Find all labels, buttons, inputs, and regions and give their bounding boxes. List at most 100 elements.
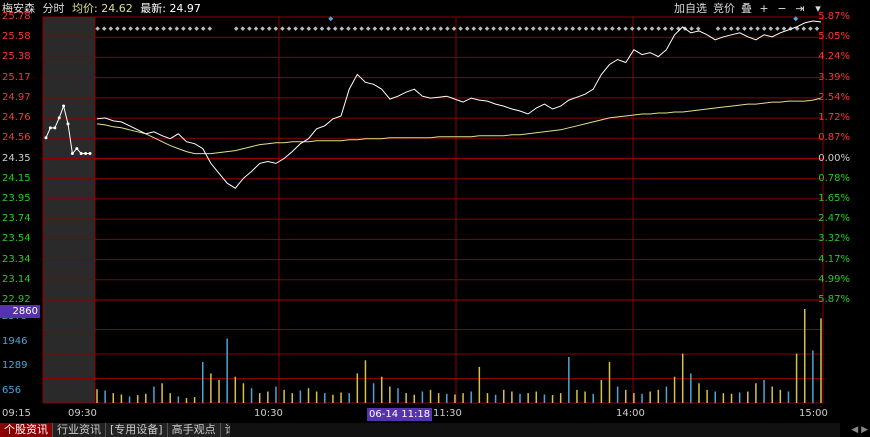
time-tick-label: 10:30 [254,408,283,419]
event-marker [537,26,543,31]
price-tick-label: 22.92 [2,294,31,305]
auction-point [70,152,74,156]
event-marker [398,26,404,31]
event-marker [623,26,628,31]
percent-tick-label: 0.78% [818,172,850,184]
event-marker [629,26,635,31]
event-marker [253,26,259,31]
event-marker [200,26,206,31]
chevron-down-icon[interactable]: ▾ [815,2,821,15]
event-marker [781,26,787,31]
event-marker [517,26,523,31]
event-marker [814,26,820,31]
event-marker-blue [793,16,799,22]
event-marker [207,26,213,31]
auction-button[interactable]: 竞价 [713,2,735,15]
volume-tick-label: 1289 [2,360,28,371]
auction-point [53,126,57,130]
event-marker [669,26,675,31]
event-marker [412,26,417,31]
event-marker [141,26,147,31]
price-tick-label: 23.34 [2,253,31,265]
event-marker [755,26,760,31]
event-marker [689,26,694,31]
minus-icon[interactable]: − [777,2,787,15]
last-price-value: 24.97 [169,2,201,15]
auction-point [66,122,70,126]
percent-tick-label: 3.32% [818,233,850,245]
volume-tick-label: 1946 [2,335,28,347]
event-marker [570,26,576,31]
price-tick-label: 24.15 [2,172,31,184]
auction-point [88,152,92,156]
event-marker [438,26,444,31]
event-marker [121,26,127,31]
event-marker-blue [328,16,334,22]
event-marker [181,26,186,31]
tab-stock-news[interactable]: 个股资讯 [0,423,53,437]
percent-tick-label: 2.47% [818,213,850,225]
percent-tick-label: 1.72% [818,112,850,124]
price-line [96,20,822,189]
event-marker [194,26,199,31]
event-marker [148,26,153,31]
event-marker [115,26,120,31]
overlay-button[interactable]: 叠 [741,2,752,15]
event-marker [431,26,437,31]
event-marker [530,26,536,31]
event-marker [385,26,391,31]
event-marker [603,26,609,31]
event-marker [464,26,470,31]
time-tick-label: 14:00 [616,408,645,419]
time-tick-label: 11:30 [433,408,462,419]
auction-point [62,104,66,108]
volume-tick-label: 656 [2,384,22,396]
scroll-arrows-icon[interactable]: ◀ ▶ [851,425,868,435]
event-marker [722,26,727,31]
event-marker [392,26,397,31]
event-marker [497,26,503,31]
event-marker [695,26,701,31]
event-marker [352,26,358,31]
event-marker [715,26,721,31]
event-marker [405,26,411,31]
event-marker [563,26,569,31]
auction-area [43,17,95,403]
cursor-time-label: 06-14 11:18 [367,408,433,421]
event-marker [649,26,655,31]
tab-special-device[interactable]: [专用设备] [106,423,168,437]
event-marker [128,26,133,31]
event-marker [372,26,378,31]
event-marker [577,26,582,31]
event-marker [484,26,490,31]
tab-expert-view[interactable]: 高手观点 [167,423,221,437]
event-marker [748,26,754,31]
price-tick-label: 23.54 [2,233,31,245]
horizontal-scrollbar[interactable] [230,423,840,437]
price-tick-label: 23.95 [2,192,31,204]
jump-end-icon[interactable]: ⇥ [795,2,805,15]
event-marker [583,26,589,31]
event-marker [544,26,549,31]
tab-industry-news[interactable]: 行业资讯 [53,423,106,437]
avg-price-line [96,97,822,155]
event-marker [346,26,351,31]
avg-price-value: 24.62 [101,2,133,15]
stock-header: 梅安森 分时 均价: 24.62 最新: 24.97 [2,2,205,16]
event-marker [445,26,450,31]
add-watchlist-button[interactable]: 加自选 [674,2,707,15]
event-marker [273,26,279,31]
event-marker [504,26,510,31]
percent-tick-label: 1.65% [818,192,850,204]
last-label: 最新: [140,2,166,15]
event-marker [761,26,767,31]
chart-frame [42,16,824,404]
event-marker [379,26,384,31]
plus-icon[interactable]: + [759,2,769,15]
event-marker [801,26,807,31]
event-marker [101,26,107,31]
price-tick-label: 24.76 [2,112,31,124]
auction-point [75,147,79,151]
percent-tick-label: 4.99% [818,273,850,285]
